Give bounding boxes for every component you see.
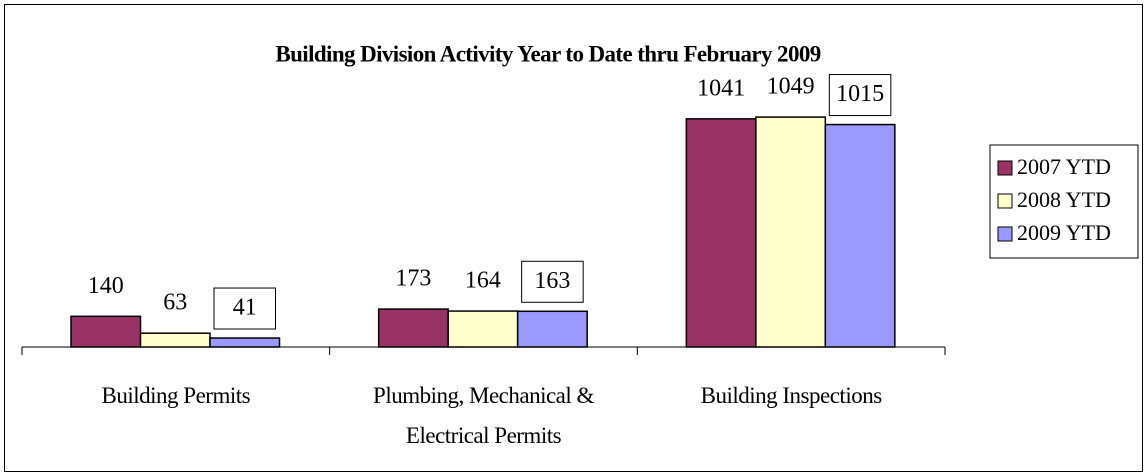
- legend-label: 2008 YTD: [1017, 187, 1111, 212]
- bar: [139, 332, 211, 348]
- bar: [70, 315, 142, 348]
- bar: [755, 116, 827, 348]
- bar: [516, 310, 588, 348]
- bar: [209, 337, 281, 348]
- x-tick-label: Building Permits: [101, 383, 251, 408]
- chart-title: Building Division Activity Year to Date …: [275, 41, 820, 66]
- legend-label: 2007 YTD: [1017, 154, 1111, 179]
- data-label: 41: [233, 295, 257, 321]
- chart-border: [4, 4, 1143, 472]
- legend-swatch: [997, 193, 1013, 209]
- data-label-box: [213, 287, 276, 330]
- data-label: 163: [534, 268, 570, 294]
- legend-swatch: [997, 226, 1013, 242]
- data-label: 1015: [836, 81, 884, 107]
- bar: [685, 118, 757, 348]
- data-label-box: [521, 260, 584, 303]
- legend-label: 2009 YTD: [1017, 220, 1111, 245]
- legend-swatch: [997, 160, 1013, 176]
- data-label-box: [828, 74, 892, 117]
- x-tick-label: Building Inspections: [700, 383, 883, 408]
- data-label: 63: [163, 290, 187, 316]
- x-tick-label: Plumbing, Mechanical & Electrical Permit…: [373, 383, 594, 448]
- data-label: 1041: [697, 75, 745, 101]
- bar: [824, 123, 896, 348]
- legend-box: [989, 144, 1139, 259]
- bar: [447, 310, 519, 348]
- data-label: 173: [395, 266, 431, 292]
- data-label: 1049: [767, 74, 815, 100]
- data-label: 164: [465, 268, 501, 294]
- data-label: 140: [88, 273, 124, 299]
- bar: [377, 308, 449, 348]
